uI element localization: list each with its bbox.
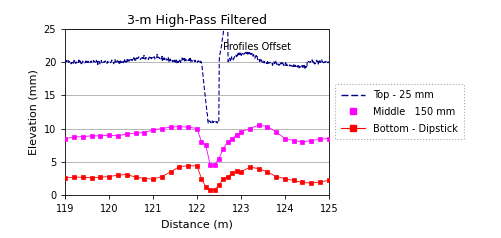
Y-axis label: Elevation (mm): Elevation (mm) [28, 69, 38, 155]
X-axis label: Distance (m): Distance (m) [161, 220, 232, 230]
Legend: Top - 25 mm, Middle   150 mm, Bottom - Dipstick: Top - 25 mm, Middle 150 mm, Bottom - Dip… [335, 84, 463, 139]
Text: Profiles Offset: Profiles Offset [223, 42, 291, 52]
Title: 3-m High-Pass Filtered: 3-m High-Pass Filtered [127, 14, 267, 27]
